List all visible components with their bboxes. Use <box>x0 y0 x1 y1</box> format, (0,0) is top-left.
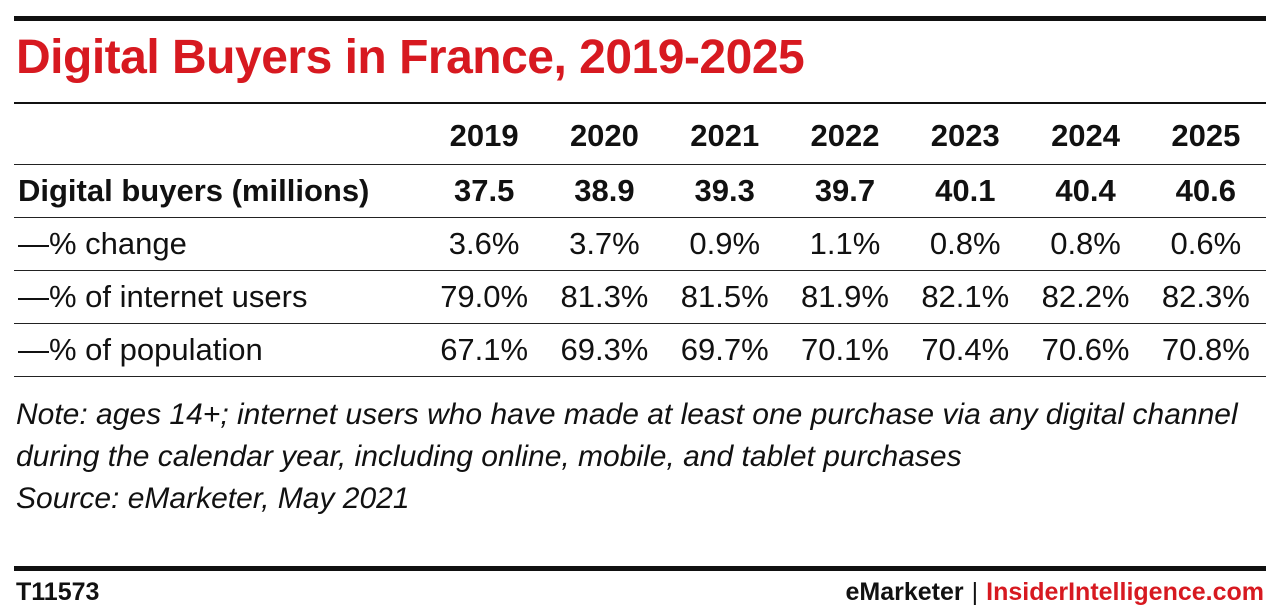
table-cell: 0.8% <box>1025 217 1146 271</box>
column-header: 2024 <box>1051 118 1121 153</box>
footer-brand: eMarketer | InsiderIntelligence.com <box>846 578 1265 607</box>
row-label: —% change <box>14 217 424 271</box>
bottom-rule <box>14 566 1266 571</box>
row-label: —% of internet users <box>14 270 424 324</box>
header-rule <box>14 102 1266 104</box>
header-label-cell <box>14 108 424 165</box>
note-text: Note: ages 14+; internet users who have … <box>16 398 1238 473</box>
table-cell: 70.8% <box>1145 323 1266 377</box>
row-label: —% of population <box>14 323 424 377</box>
table-cell: 82.1% <box>905 270 1026 324</box>
table-cell: 79.0% <box>424 270 545 324</box>
table-cell: 40.6 <box>1145 164 1266 218</box>
table-cell: 37.5 <box>424 164 545 218</box>
table-cell: 39.7 <box>784 164 906 218</box>
chart-note: Note: ages 14+; internet users who have … <box>16 394 1256 520</box>
table-row: —% of internet users 79.0% 81.3% 81.5% 8… <box>14 270 1266 324</box>
table-cell: 40.1 <box>905 164 1026 218</box>
data-table: 2019 2020 2021 2022 2023 2024 2025 Digit… <box>14 108 1266 377</box>
table-cell: 82.2% <box>1025 270 1146 324</box>
table-cell: 40.4 <box>1025 164 1146 218</box>
column-header: 2025 <box>1171 118 1241 153</box>
top-rule <box>14 16 1266 21</box>
table-cell: 81.9% <box>784 270 906 324</box>
chart-id: T11573 <box>16 578 100 606</box>
table-cell: 81.3% <box>544 270 665 324</box>
table-cell: 81.5% <box>664 270 785 324</box>
table-cell: 70.6% <box>1025 323 1146 377</box>
column-header: 2020 <box>569 118 639 153</box>
source-text: Source: eMarketer, May 2021 <box>16 482 410 515</box>
table-cell: 70.1% <box>784 323 906 377</box>
table-cell: 69.7% <box>664 323 785 377</box>
table-cell: 0.8% <box>905 217 1026 271</box>
table-cell: 82.3% <box>1145 270 1266 324</box>
brand-emarketer: eMarketer <box>845 578 964 606</box>
table-row: —% change 3.6% 3.7% 0.9% 1.1% 0.8% 0.8% … <box>14 217 1266 271</box>
column-header: 2023 <box>930 118 1000 153</box>
table-row: —% of population 67.1% 69.3% 69.7% 70.1%… <box>14 323 1266 377</box>
chart-title: Digital Buyers in France, 2019-2025 <box>16 31 805 84</box>
table-cell: 3.6% <box>424 217 545 271</box>
header-row: 2019 2020 2021 2022 2023 2024 2025 <box>14 108 1266 165</box>
column-header: 2019 <box>449 118 519 153</box>
table-row: Digital buyers (millions) 37.5 38.9 39.3… <box>14 164 1266 218</box>
column-header: 2022 <box>810 118 880 153</box>
brand-insider-intelligence: InsiderIntelligence.com <box>986 578 1264 606</box>
table-cell: 3.7% <box>544 217 665 271</box>
table-cell: 0.9% <box>664 217 785 271</box>
column-header: 2021 <box>690 118 760 153</box>
brand-separator: | <box>971 578 979 606</box>
table-cell: 1.1% <box>784 217 906 271</box>
table-cell: 39.3 <box>664 164 785 218</box>
table-cell: 70.4% <box>905 323 1026 377</box>
table-cell: 69.3% <box>544 323 665 377</box>
table-cell: 67.1% <box>424 323 545 377</box>
row-label: Digital buyers (millions) <box>14 164 424 218</box>
table-cell: 38.9 <box>544 164 665 218</box>
table-cell: 0.6% <box>1145 217 1266 271</box>
